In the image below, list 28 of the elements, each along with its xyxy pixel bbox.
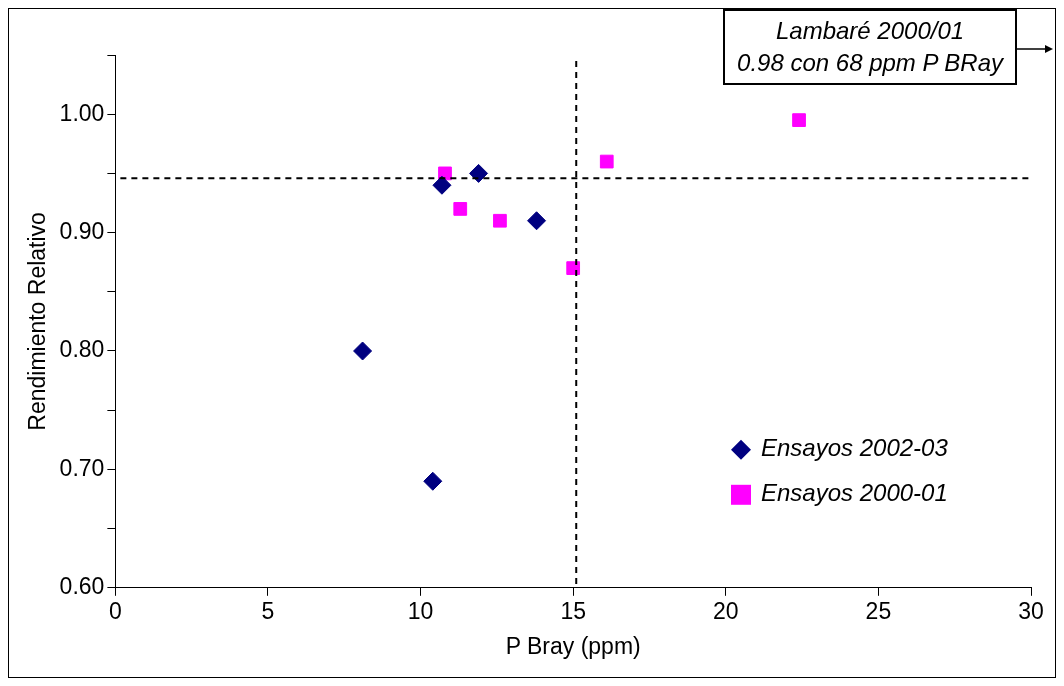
point bbox=[453, 202, 468, 216]
x-tick-label: 20 bbox=[712, 597, 739, 624]
x-tick-label: 30 bbox=[1018, 597, 1044, 624]
y-tick-label: 0.70 bbox=[59, 454, 105, 481]
x-tick-label: 25 bbox=[865, 597, 892, 624]
x-axis-title: P Bray (ppm) bbox=[505, 632, 641, 659]
point bbox=[432, 175, 452, 195]
point bbox=[423, 471, 443, 491]
y-axis-title: Rendimiento Relativo bbox=[24, 212, 51, 431]
x-tick-label: 0 bbox=[108, 597, 122, 624]
point bbox=[599, 154, 614, 169]
legend-label: Ensayos 2002-03 bbox=[761, 434, 949, 462]
point bbox=[566, 261, 581, 275]
point bbox=[493, 213, 507, 228]
text: Lambaré 2000/01 bbox=[774, 16, 966, 46]
point bbox=[792, 113, 806, 127]
y-tick-label: 0.60 bbox=[59, 573, 105, 600]
point bbox=[527, 211, 547, 231]
y-tick-label: 0.80 bbox=[59, 336, 105, 363]
x-tick-label: 15 bbox=[560, 597, 586, 624]
legend-label: Ensayos 2000-01 bbox=[761, 479, 948, 507]
x-tick-label: 5 bbox=[261, 597, 275, 624]
point bbox=[469, 163, 489, 183]
y-tick-label: 1.00 bbox=[59, 99, 105, 126]
annotation: 0.98 con 68 ppm P BRay bbox=[737, 48, 1003, 78]
point bbox=[353, 341, 373, 361]
y-tick-label: 0.90 bbox=[59, 217, 105, 244]
x-tick-label: 10 bbox=[407, 597, 434, 624]
